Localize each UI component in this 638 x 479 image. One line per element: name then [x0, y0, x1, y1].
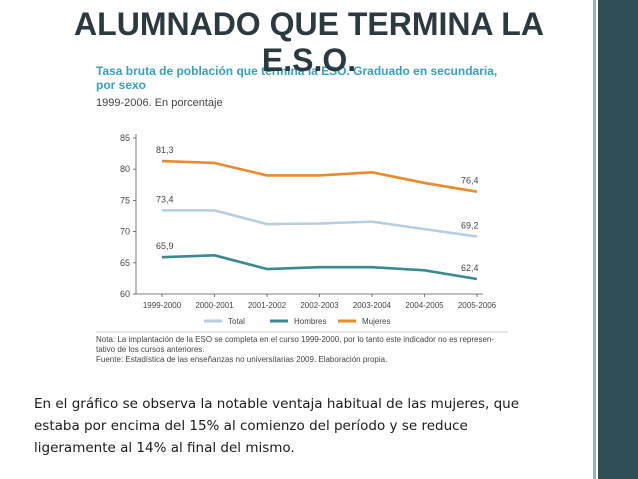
x-tick-label: 2002-2003 — [300, 301, 339, 310]
y-tick-label: 85 — [120, 133, 130, 143]
x-tick-label: 2001-2002 — [248, 301, 287, 310]
y-tick-label: 75 — [120, 195, 130, 205]
data-label-hombres: 65,9 — [156, 241, 174, 251]
chart-source-line: Fuente: Estadística de las enseñanzas no… — [96, 355, 388, 364]
y-tick-label: 70 — [120, 227, 130, 237]
series-line-mujeres — [161, 159, 478, 193]
caption-line: En el gráfico se observa la notable vent… — [34, 396, 520, 412]
line-chart: 60 65 70 75 80 85 1999-2000 2000-2001 2001-2002 2… — [96, 133, 508, 333]
legend-label-hombres: Hombres — [294, 317, 326, 326]
data-label-mujeres: 81,3 — [156, 145, 174, 155]
chart-figure: Tasa bruta de población que termina la E… — [88, 54, 518, 374]
y-tick-label: 80 — [120, 164, 130, 174]
y-tick-label: 60 — [120, 289, 130, 299]
side-band — [598, 0, 638, 479]
chart-subtitle: 1999-2006. En porcentaje — [96, 97, 223, 109]
x-tick-label: 1999-2000 — [143, 301, 182, 310]
x-tick-label: 2000-2001 — [195, 301, 234, 310]
data-label-hombres: 62,4 — [461, 263, 479, 273]
slide-caption: En el gráfico se observa la notable vent… — [34, 393, 590, 459]
legend-label-mujeres: Mujeres — [362, 317, 390, 326]
side-band-stripe — [593, 0, 596, 479]
data-label-total: 73,4 — [156, 194, 174, 204]
slide-title: ALUMNADO QUE TERMINA LA E.S.O. — [74, 6, 544, 78]
chart-notes: Nota: La implantación de la ESO se compl… — [96, 335, 511, 365]
y-tick-label: 65 — [120, 258, 130, 268]
data-label-mujeres: 76,4 — [461, 176, 479, 186]
chart-title: Tasa bruta de población que termina la E… — [96, 64, 498, 92]
chart-note-line: tativo de los cursos anteriores. — [96, 345, 205, 354]
caption-line: ligeramente al 14% al final del mismo. — [34, 440, 295, 456]
x-tick-label: 2003-2004 — [353, 301, 392, 310]
x-tick-label: 2004-2005 — [405, 301, 444, 310]
legend-label-total: Total — [228, 317, 245, 326]
x-tick-label: 2005-2006 — [458, 301, 497, 310]
chart-note-line: Nota: La implantación de la ESO se compl… — [96, 335, 495, 344]
caption-line: estaba por encima del 15% al comienzo de… — [34, 418, 468, 434]
data-label-total: 69,2 — [461, 221, 479, 231]
